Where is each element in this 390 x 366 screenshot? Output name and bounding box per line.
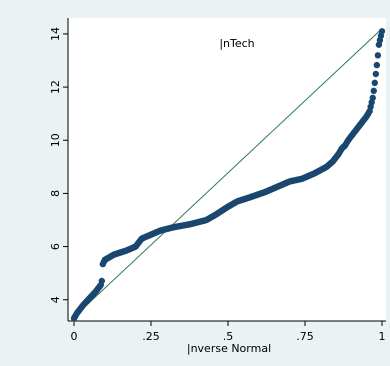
x-tick-label: .75: [296, 330, 314, 343]
x-axis-ticks: 0 .25 .5 .75 1: [71, 321, 386, 343]
x-tick-label: 0: [71, 330, 78, 343]
y-tick-label: 8: [49, 190, 62, 197]
data-point: [373, 61, 381, 69]
y-tick-label: 14: [49, 27, 62, 41]
data-point: [371, 79, 378, 87]
data-point: [370, 87, 377, 95]
y-axis-ticks: 4 6 8 10 12 14: [49, 27, 68, 303]
data-point: [372, 70, 380, 78]
plot-area: [68, 18, 386, 321]
y-tick-label: 6: [49, 243, 62, 250]
y-tick-label: 10: [49, 133, 62, 147]
data-point: [369, 94, 376, 102]
reference-line: [73, 28, 383, 318]
data-point: [374, 52, 382, 59]
x-axis-title: |nverse Normal: [187, 342, 271, 355]
x-tick-label: 1: [379, 330, 386, 343]
x-tick-label: .25: [142, 330, 160, 343]
chart-annotation: |nTech: [219, 37, 254, 50]
x-tick-label: .5: [223, 330, 234, 343]
data-points: [70, 28, 386, 322]
data-point: [378, 28, 386, 35]
y-tick-label: 4: [49, 296, 62, 303]
y-tick-label: 12: [49, 80, 62, 94]
data-point: [98, 277, 106, 285]
